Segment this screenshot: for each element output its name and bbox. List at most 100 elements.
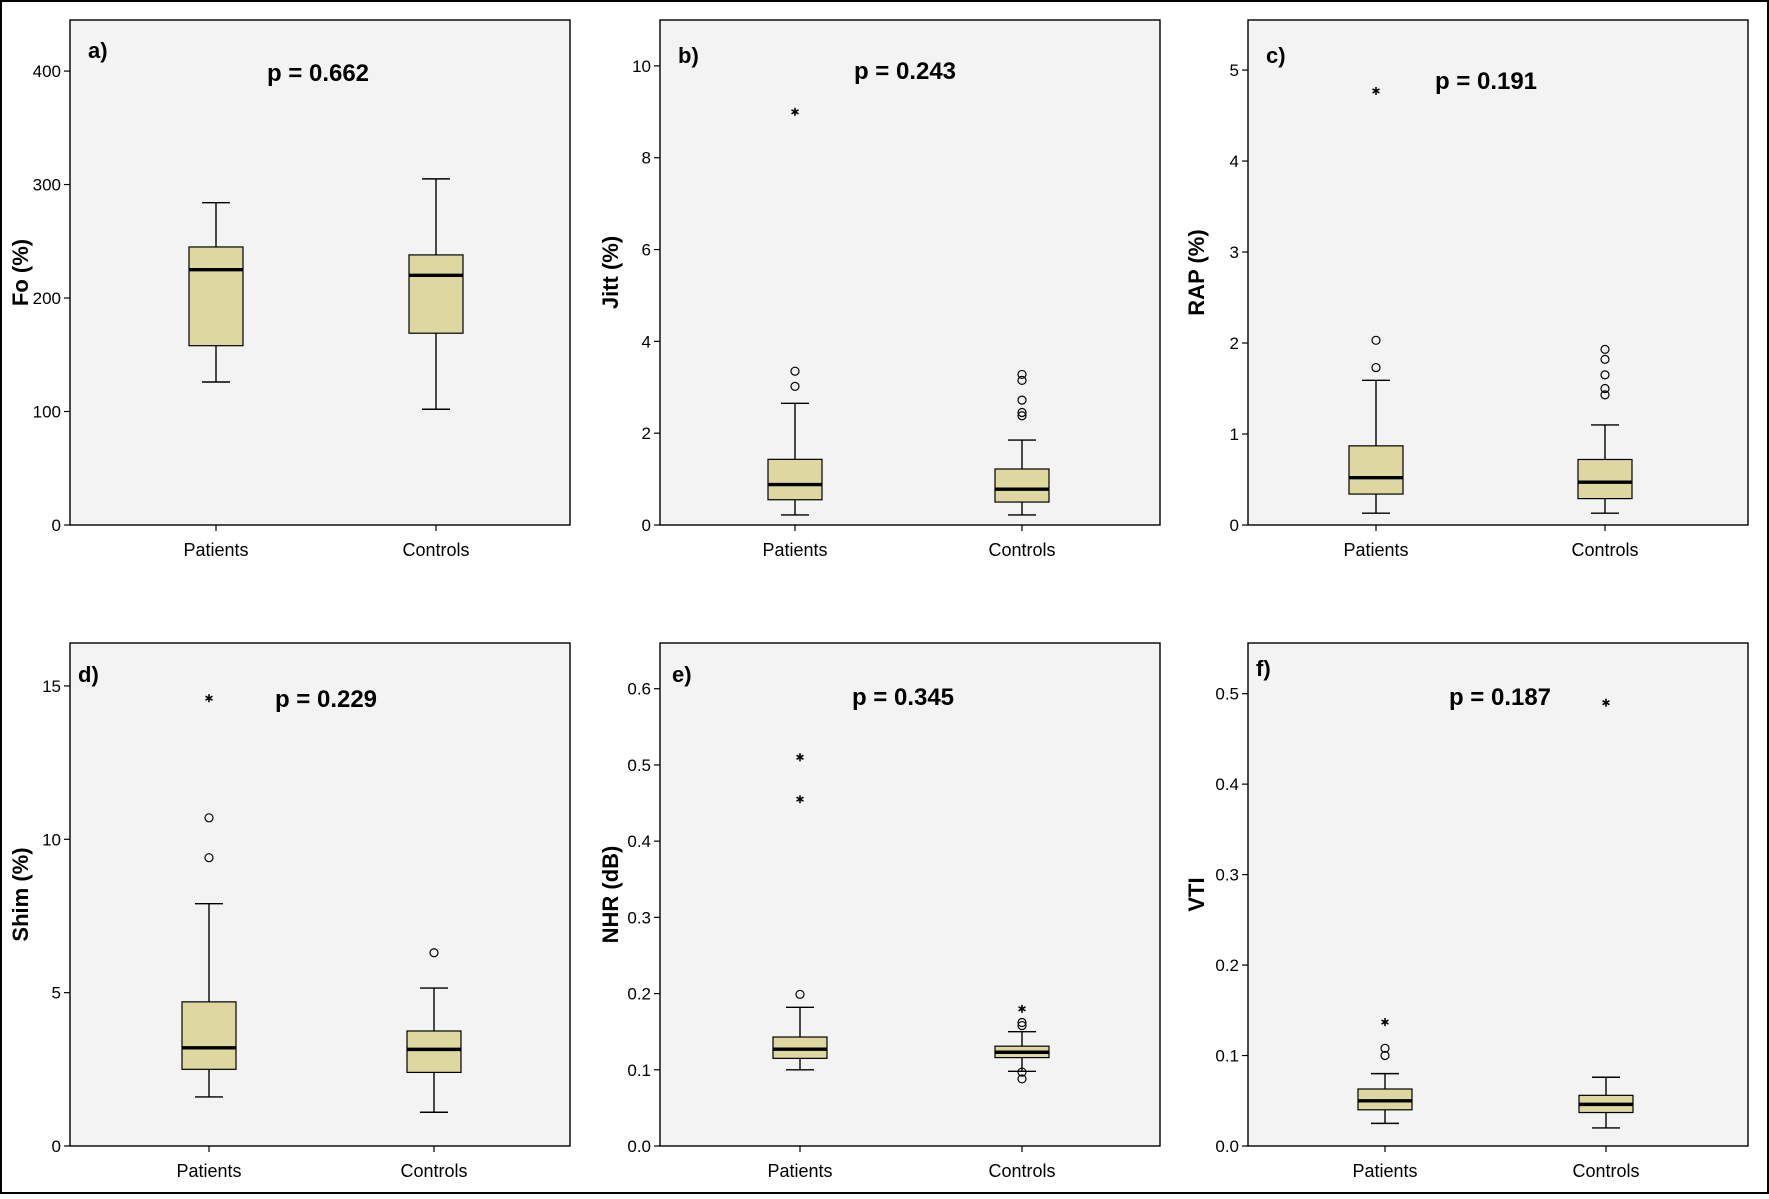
x-category-label: Patients xyxy=(176,1161,241,1181)
y-tick-label: 0.1 xyxy=(627,1061,651,1080)
y-tick-label: 2 xyxy=(642,424,651,443)
iqr-box xyxy=(406,1030,462,1073)
y-tick-label: 400 xyxy=(33,62,61,81)
iqr-box xyxy=(994,468,1050,503)
plot-area xyxy=(1247,19,1749,526)
extreme-point xyxy=(1372,86,1380,95)
y-tick-label: 0 xyxy=(1230,516,1239,535)
extreme-point xyxy=(1018,1004,1026,1013)
x-category-label: Controls xyxy=(988,1161,1055,1181)
outlier-point xyxy=(204,813,214,823)
y-tick-label: 2 xyxy=(1230,334,1239,353)
iqr-box xyxy=(1577,458,1633,500)
extreme-point xyxy=(796,795,804,804)
x-category-label: Controls xyxy=(1571,540,1638,560)
extreme-point-stroke xyxy=(796,754,804,761)
box-patients xyxy=(188,202,244,383)
y-axis-label: VTI xyxy=(1184,877,1209,911)
extreme-point xyxy=(796,753,804,762)
chart-panel-1: 0 100 200 300 400 Patients Controls Fo (%) a) p =… xyxy=(8,19,571,560)
x-category-label: Patients xyxy=(762,540,827,560)
p-value-annotation: p = 0.187 xyxy=(1449,684,1551,711)
plot-area xyxy=(659,642,1161,1147)
p-value-annotation: p = 0.662 xyxy=(267,60,369,87)
extreme-point-stroke xyxy=(1381,1019,1389,1025)
extreme-point xyxy=(1602,698,1610,707)
box-patients xyxy=(1357,1018,1413,1125)
extreme-point xyxy=(205,694,213,703)
y-tick-label: 0.3 xyxy=(1215,866,1239,885)
box-patients xyxy=(181,694,237,1098)
plot-area xyxy=(659,19,1161,526)
y-tick-label: 10 xyxy=(632,57,651,76)
iqr-box xyxy=(767,458,823,501)
outlier-point xyxy=(1017,395,1027,405)
y-tick-label: 5 xyxy=(52,984,61,1003)
outlier-point xyxy=(1017,369,1027,380)
x-category-label: Controls xyxy=(400,1161,467,1181)
outlier-point xyxy=(1371,362,1381,373)
y-axis-label: Shim (%) xyxy=(8,847,33,941)
outlier-point xyxy=(1017,1020,1027,1031)
outlier-point xyxy=(795,989,805,999)
box-controls xyxy=(994,369,1050,516)
box-patients xyxy=(767,107,823,516)
y-tick-label: 0.0 xyxy=(627,1137,651,1156)
p-value-annotation: p = 0.243 xyxy=(854,58,956,85)
outlier-point xyxy=(1600,370,1610,380)
outlier-point xyxy=(1380,1050,1390,1061)
box-controls xyxy=(994,1004,1050,1084)
y-tick-label: 300 xyxy=(33,176,61,195)
outlier-point xyxy=(790,381,800,391)
extreme-point-stroke xyxy=(205,695,213,701)
iqr-box xyxy=(188,246,244,347)
y-tick-label: 0 xyxy=(52,1137,61,1156)
x-category-label: Patients xyxy=(1343,540,1408,560)
x-category-label: Patients xyxy=(1352,1161,1417,1181)
y-tick-label: 0.3 xyxy=(627,908,651,927)
panel-label: c) xyxy=(1266,43,1286,68)
outlier-point xyxy=(1017,1067,1027,1077)
plot-area xyxy=(69,19,571,526)
y-tick-label: 0.4 xyxy=(1215,775,1239,794)
extreme-point-stroke xyxy=(1018,1006,1026,1012)
plot-area xyxy=(1247,642,1749,1147)
x-category-label: Patients xyxy=(183,540,248,560)
y-tick-label: 5 xyxy=(1230,61,1239,80)
y-tick-label: 0.6 xyxy=(627,680,651,699)
outlier-point xyxy=(1017,411,1027,421)
y-tick-label: 1 xyxy=(1230,425,1239,444)
y-tick-label: 0.0 xyxy=(1215,1137,1239,1156)
y-tick-label: 4 xyxy=(642,332,651,351)
y-tick-label: 100 xyxy=(33,403,61,422)
iqr-box xyxy=(408,254,464,334)
panel-label: d) xyxy=(78,662,99,687)
x-category-label: Controls xyxy=(988,540,1055,560)
outlier-point xyxy=(1380,1043,1390,1053)
outlier-point xyxy=(1600,354,1610,364)
y-tick-label: 0.2 xyxy=(627,985,651,1004)
outlier-point xyxy=(790,366,800,376)
extreme-point-stroke xyxy=(796,796,804,802)
outlier-point xyxy=(1017,1074,1027,1084)
chart-panel-5: 0.0 0.1 0.2 0.3 0.4 0.5 0.6 Patients Controls NHR… xyxy=(598,642,1161,1181)
y-tick-label: 0.1 xyxy=(1215,1047,1239,1066)
y-tick-label: 0.4 xyxy=(627,832,651,851)
y-tick-label: 0.2 xyxy=(1215,956,1239,975)
chart-panel-6: 0.0 0.1 0.2 0.3 0.4 0.5 Patients Controls VTI f) p… xyxy=(1184,642,1749,1181)
extreme-point-stroke xyxy=(791,109,799,115)
panel-label: e) xyxy=(672,662,692,687)
extreme-point xyxy=(791,107,799,116)
p-value-annotation: p = 0.345 xyxy=(852,684,954,711)
outlier-point xyxy=(1600,390,1610,400)
outlier-point xyxy=(429,948,439,958)
x-category-label: Controls xyxy=(402,540,469,560)
box-controls xyxy=(1578,698,1634,1129)
y-tick-label: 0.5 xyxy=(627,756,651,775)
box-patients xyxy=(772,753,828,1071)
p-value-annotation: p = 0.229 xyxy=(275,686,377,713)
y-tick-label: 10 xyxy=(42,830,61,849)
extreme-point-stroke xyxy=(1602,700,1610,706)
